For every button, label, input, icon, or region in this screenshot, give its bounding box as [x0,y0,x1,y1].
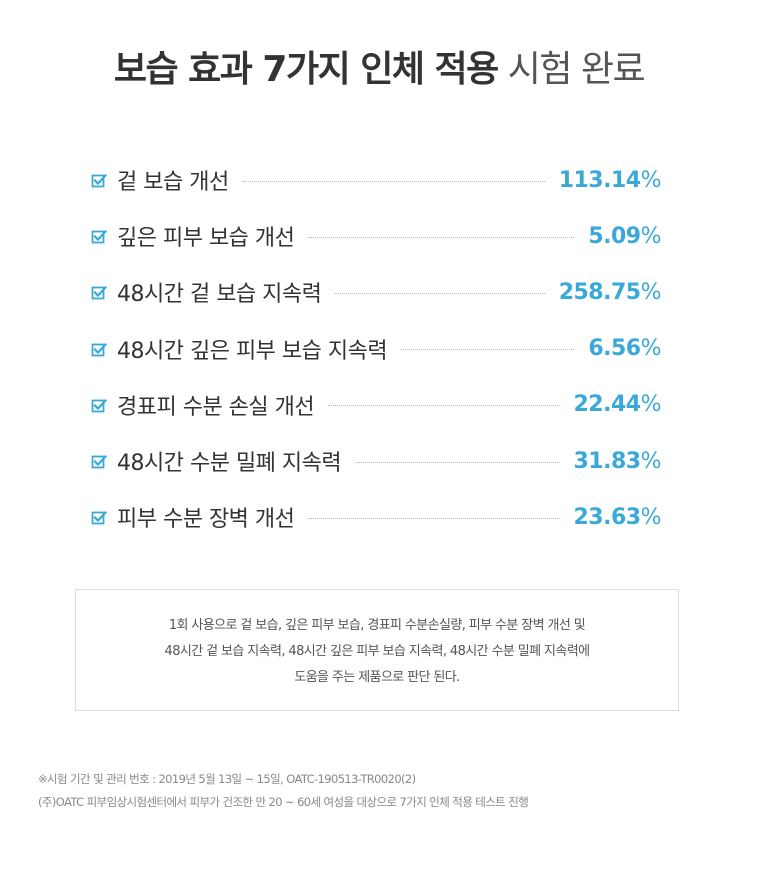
dotted-leader [308,236,575,238]
dotted-leader [328,405,560,407]
summary-line: 도움을 주는 제품으로 판단 된다. [294,670,460,685]
result-row: 피부 수분 장벽 개선 23.63% [91,489,662,545]
result-label: 깊은 피부 보습 개선 [117,226,295,252]
result-value: 113.14% [558,167,662,193]
summary-line: 48시간 겉 보습 지속력, 48시간 깊은 피부 보습 지속력, 48시간 수… [164,644,591,659]
footnotes: ※시험 기간 및 관리 번호 : 2019년 5월 13일 ~ 15일, OAT… [38,768,728,814]
percent-unit: % [640,448,662,474]
percent-unit: % [640,223,662,249]
result-label: 48시간 수분 밀폐 지속력 [117,451,342,477]
checkbox-checked-icon [91,286,107,300]
summary-line: 1회 사용으로 겉 보습, 깊은 피부 보습, 경표피 수분손실량, 피부 수분… [168,618,586,633]
result-row: 경표피 수분 손실 개선 22.44% [91,377,662,433]
checkbox-checked-icon [91,342,107,357]
checkbox-checked-icon [91,511,107,525]
percent-unit: % [640,167,662,193]
footnote-test-center: (주)OATC 피부임상시험센터에서 피부가 건조한 만 20 ~ 60세 여성… [38,795,529,809]
result-value: 22.44% [573,392,662,418]
page-title-bold: 보습 효과 7가지 인체 적용 [113,49,499,90]
dotted-leader [242,180,545,182]
dotted-leader [308,517,560,519]
percent-unit: % [640,279,662,305]
percent-unit: % [640,392,662,418]
checkbox-checked-icon [91,230,107,244]
result-value: 258.75% [558,279,662,305]
result-value: 23.63% [573,504,662,530]
result-row: 깊은 피부 보습 개선 5.09% [91,208,662,264]
percent-unit: % [640,504,662,530]
results-list: 겉 보습 개선 113.14% 깊은 피부 보습 개선 5.09% 48시간 겉… [91,152,662,545]
result-label: 겉 보습 개선 [117,170,229,196]
checkbox-checked-icon [91,174,107,188]
footnote-test-period: ※시험 기간 및 관리 번호 : 2019년 5월 13일 ~ 15일, OAT… [38,772,416,786]
result-label: 48시간 겉 보습 지속력 [117,282,322,308]
percent-unit: % [640,336,662,362]
result-label: 피부 수분 장벽 개선 [117,507,295,533]
result-row: 겉 보습 개선 113.14% [91,152,662,208]
checkbox-checked-icon [91,454,107,469]
result-row: 48시간 겉 보습 지속력 258.75% [91,264,662,320]
result-value: 31.83% [573,448,662,474]
result-value: 6.56% [588,336,662,362]
result-label: 경표피 수분 손실 개선 [117,394,315,420]
dotted-leader [355,461,560,463]
checkbox-checked-icon [91,398,107,413]
result-value: 5.09% [588,223,662,249]
summary-box: 1회 사용으로 겉 보습, 깊은 피부 보습, 경표피 수분손실량, 피부 수분… [75,589,679,711]
page-title: 보습 효과 7가지 인체 적용 시험 완료 [0,46,758,94]
result-label: 48시간 깊은 피부 보습 지속력 [117,338,388,364]
dotted-leader [335,292,545,294]
page-title-light: 시험 완료 [507,49,646,90]
dotted-leader [401,349,575,351]
result-row: 48시간 깊은 피부 보습 지속력 6.56% [91,321,662,377]
result-row: 48시간 수분 밀폐 지속력 31.83% [91,433,662,489]
